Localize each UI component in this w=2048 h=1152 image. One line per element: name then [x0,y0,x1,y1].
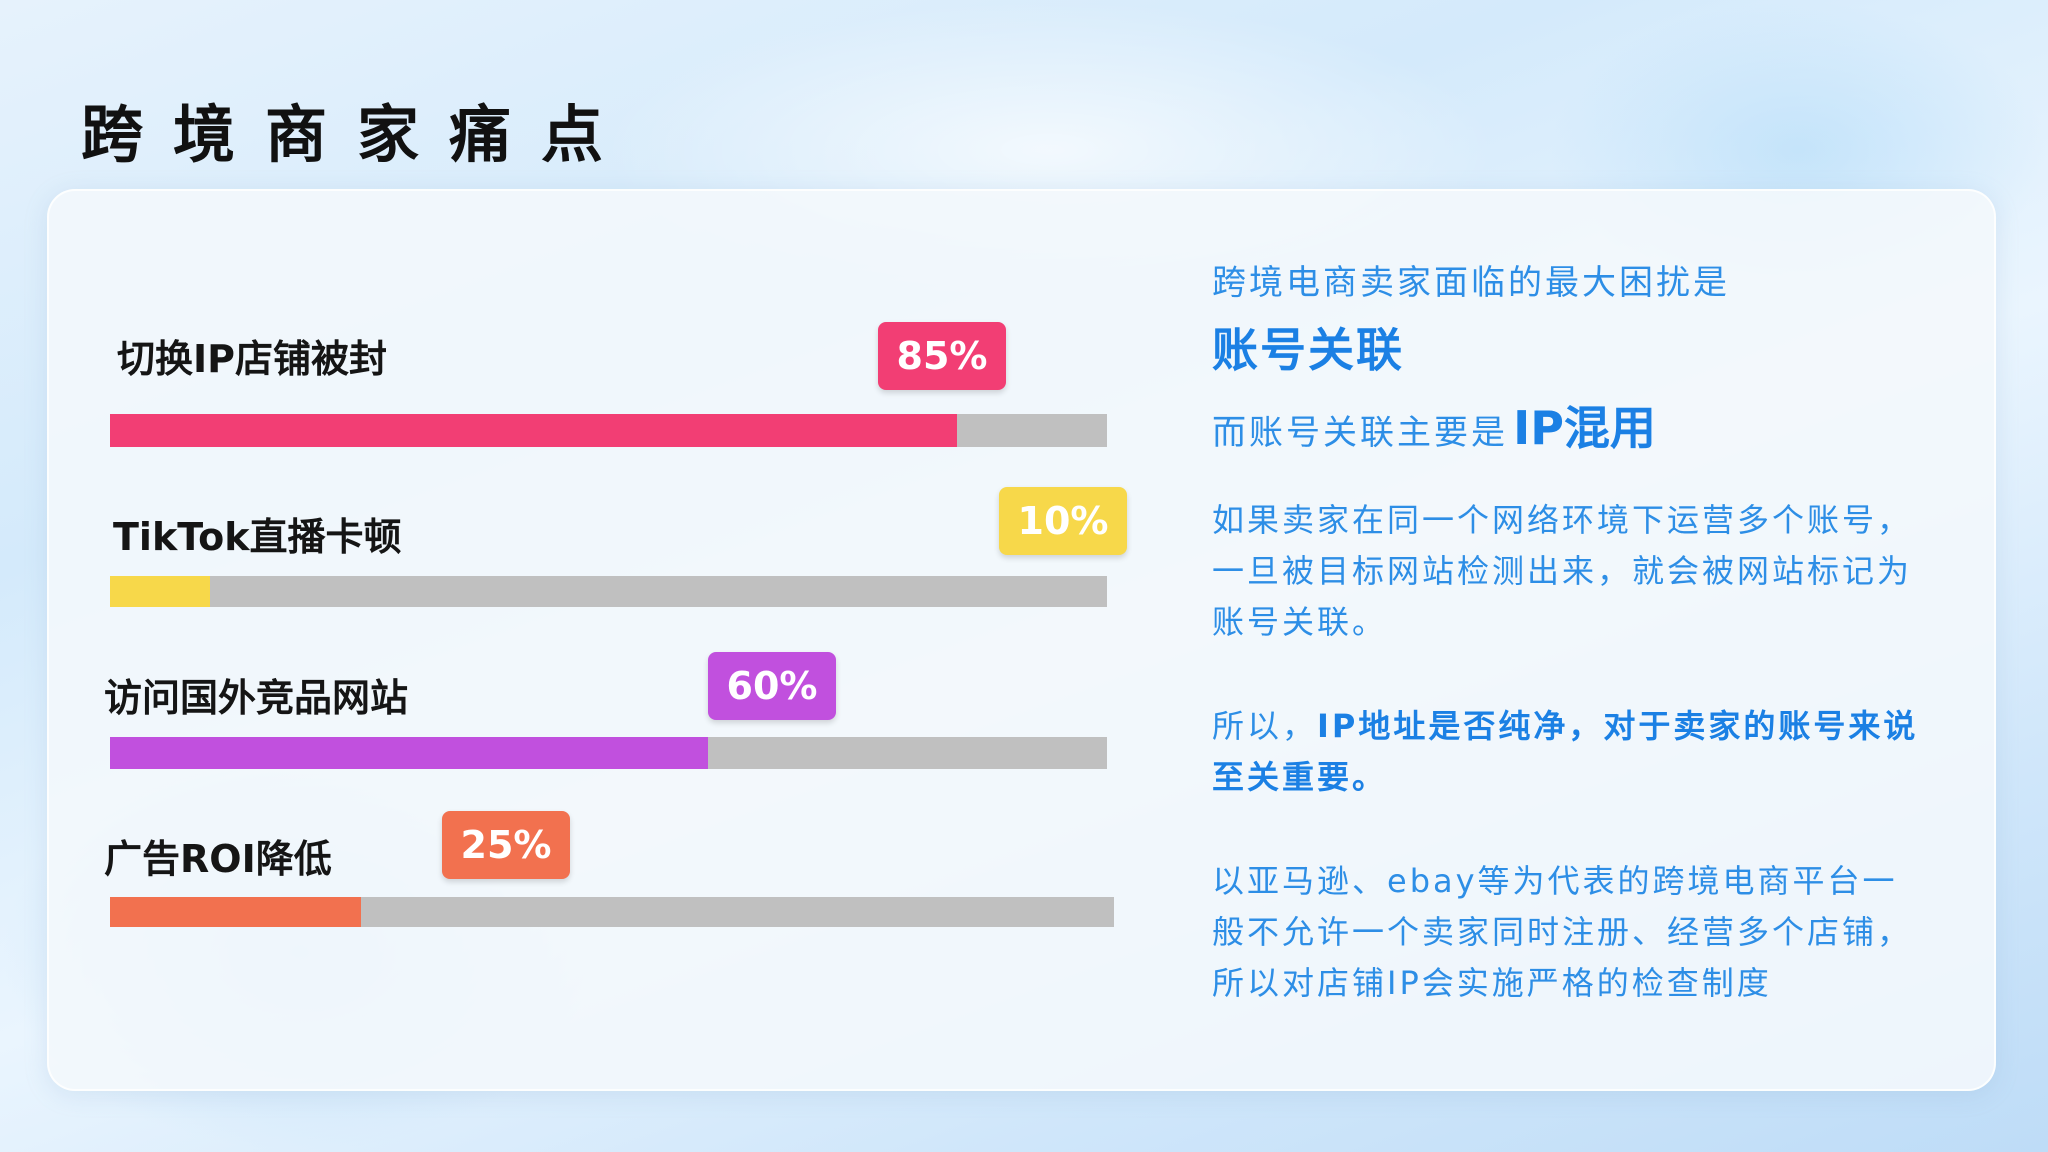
paragraph-line: 账号关联。 [1212,603,1388,641]
paragraph-prefix: 所以， [1212,707,1318,745]
content-card [47,189,1996,1091]
row-label: TikTok直播卡顿 [113,515,402,559]
percent-badge: 85% [878,322,1006,390]
cause-prefix: 而账号关联主要是 [1212,413,1508,453]
row-label: 切换IP店铺被封 [117,337,387,381]
paragraph-bold: IP地址是否纯净，对于卖家的账号来说 [1317,707,1919,745]
row-label: 访问国外竞品网站 [104,676,409,720]
paragraph-line: 一旦被目标网站检测出来，就会被网站标记为 [1212,552,1913,590]
paragraph-bold: 至关重要。 [1212,758,1388,796]
paragraph-line: 如果卖家在同一个网络环境下运营多个账号， [1212,501,1913,539]
paragraph-line: 以亚马逊、ebay等为代表的跨境电商平台一 [1212,862,1898,900]
paragraph-1: 如果卖家在同一个网络环境下运营多个账号， 一旦被目标网站检测出来，就会被网站标记… [1212,495,1972,648]
progress-fill [110,737,709,769]
highlight-ip-mixing: IP混用 [1513,401,1656,455]
progress-fill [110,576,210,607]
percent-badge: 10% [999,487,1127,555]
percent-badge: 60% [708,652,836,720]
row-label: 广告ROI降低 [104,837,332,881]
paragraph-2: 所以，IP地址是否纯净，对于卖家的账号来说 至关重要。 [1212,701,1972,803]
progress-bar [110,897,1114,927]
progress-bar [110,576,1107,607]
percent-badge: 25% [442,811,570,879]
cause-line: 而账号关联主要是 IP混用 [1212,392,1972,458]
progress-fill [110,897,361,927]
page-title: 跨境商家痛点 [81,98,634,171]
paragraph-line: 所以对店铺IP会实施严格的检查制度 [1212,964,1772,1002]
intro-text: 跨境电商卖家面临的最大困扰是 [1212,263,1730,303]
progress-fill [110,414,958,447]
progress-bar [110,737,1107,769]
highlight-account-linking: 账号关联 [1212,323,1404,377]
progress-bar [110,414,1107,447]
paragraph-line: 般不允许一个卖家同时注册、经营多个店铺， [1212,913,1913,951]
paragraph-3: 以亚马逊、ebay等为代表的跨境电商平台一 般不允许一个卖家同时注册、经营多个店… [1212,856,1972,1009]
